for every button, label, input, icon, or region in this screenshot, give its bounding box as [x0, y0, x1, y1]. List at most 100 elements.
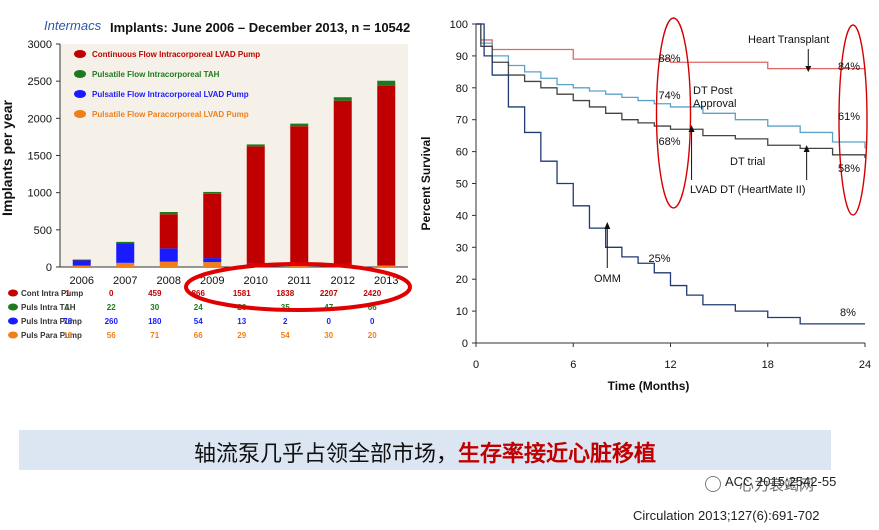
surv-annotation: 84% — [838, 61, 860, 73]
surv-annotation: 88% — [659, 53, 681, 65]
surv-annotation: Approval — [693, 98, 736, 110]
surv-x-tick-label: 0 — [473, 359, 479, 371]
table-cell: 1581 — [233, 289, 251, 298]
surv-x-tick-label: 6 — [570, 359, 576, 371]
bar-segment — [72, 259, 91, 261]
citation-circulation: Circulation 2013;127(6):691-702 — [633, 508, 820, 523]
bar-segment — [159, 214, 178, 249]
surv-y-tick-label: 50 — [456, 179, 468, 191]
table-cell: 66 — [368, 303, 377, 312]
bar-segment — [333, 97, 352, 101]
bar-category-label: 2013 — [374, 275, 398, 287]
table-cell: 29 — [237, 331, 246, 340]
table-cell: 22 — [107, 303, 116, 312]
table-cell: 1 — [66, 289, 71, 298]
bar-y-tick-label: 500 — [34, 225, 52, 237]
surv-annotation: 74% — [659, 90, 681, 102]
bar-segment — [116, 262, 135, 267]
summary-text-black: 轴流泵几乎占领全部市场， — [193, 442, 458, 467]
table-cell: 66 — [194, 331, 203, 340]
bar-y-tick-label: 1500 — [28, 151, 52, 163]
surv-y-tick-label: 20 — [456, 274, 468, 286]
table-cell: 20 — [368, 331, 377, 340]
table-cell: 78 — [63, 317, 72, 326]
bar-y-axis-label: Implants per year — [0, 99, 15, 215]
table-row-label: Puls Intra TAH — [21, 303, 76, 312]
surv-series-line — [476, 23, 866, 158]
legend-label: Pulsatile Flow Intracorporeal LVAD Pump — [92, 90, 249, 99]
table-cell: 30 — [324, 331, 333, 340]
bar-segment — [159, 261, 178, 267]
bar-category-label: 2012 — [331, 275, 355, 287]
implants-bar-chart: Intermacs Implants: June 2006 – December… — [0, 12, 412, 350]
surv-y-tick-label: 70 — [456, 115, 468, 127]
citation-acc: ACC 2015;2542-55 — [725, 474, 837, 489]
bar-segment — [72, 259, 91, 266]
table-cell: 2 — [283, 317, 288, 326]
legend-label: Pulsatile Flow Paracorporeal LVAD Pump — [92, 110, 249, 119]
watermark: 心力衰竭网 — [705, 474, 814, 495]
surv-y-tick-label: 60 — [456, 147, 468, 159]
table-cell: 56 — [107, 331, 116, 340]
bar-segment — [159, 248, 178, 262]
bar-category-label: 2007 — [113, 275, 137, 287]
surv-y-tick-label: 100 — [450, 19, 468, 31]
bar-segment — [333, 100, 352, 265]
surv-highlight-12mo — [655, 17, 692, 209]
bar-segment — [290, 123, 309, 127]
legend-label: Pulsatile Flow Intracorporeal TAH — [92, 70, 220, 79]
bar-y-tick-label: 2500 — [28, 76, 52, 88]
wechat-icon — [705, 476, 721, 492]
table-cell: 0 — [109, 289, 114, 298]
watermark-text: 心力衰竭网 — [739, 476, 815, 494]
bar-segment — [377, 80, 396, 86]
bar-y-tick-label: 3000 — [28, 39, 52, 51]
surv-y-tick-label: 80 — [456, 83, 468, 95]
table-cell: 24 — [194, 303, 203, 312]
surv-x-axis-label: Time (Months) — [608, 379, 690, 393]
legend-label: Continuous Flow Intracorporeal LVAD Pump — [92, 50, 260, 59]
bar-segment — [203, 193, 222, 259]
bar-segment — [159, 211, 178, 215]
table-cell: 2207 — [320, 289, 338, 298]
intermacs-logo: Intermacs — [44, 18, 102, 33]
surv-highlight-24mo — [838, 24, 868, 216]
summary-banner: 轴流泵几乎占领全部市场，生存率接近心脏移植 — [19, 430, 831, 470]
bar-category-label: 2011 — [287, 275, 311, 287]
summary-text: 轴流泵几乎占领全部市场，生存率接近心脏移植 — [19, 436, 831, 468]
surv-x-tick-label: 18 — [762, 359, 774, 371]
bar-segment — [116, 241, 135, 244]
surv-y-tick-label: 40 — [456, 210, 468, 222]
table-cell: 13 — [237, 317, 246, 326]
table-cell: 260 — [105, 317, 119, 326]
survival-line-chart: 0 10 20 30 40 50 60 70 80 90 100 0 6 12 18 24 Time (Mont… — [418, 0, 876, 405]
bar-segment — [377, 85, 396, 266]
bar-category-label: 2006 — [70, 275, 94, 287]
bar-y-tick-label: 1000 — [28, 188, 52, 200]
table-row-swatch — [8, 317, 18, 325]
table-cell: 54 — [194, 317, 203, 326]
table-cell: 30 — [150, 303, 159, 312]
table-row-label: Puls Intra Pump — [21, 317, 82, 326]
surv-y-tick-label: 90 — [456, 51, 468, 63]
bar-chart-title: Implants: June 2006 – December 2013, n =… — [110, 20, 410, 35]
table-cell: 2420 — [363, 289, 381, 298]
surv-annotation: 8% — [840, 307, 856, 319]
surv-y-tick-label: 10 — [456, 306, 468, 318]
table-cell: 0 — [327, 317, 332, 326]
table-cell: 71 — [150, 331, 159, 340]
table-row-swatch — [8, 331, 18, 339]
bar-category-label: 2009 — [200, 275, 224, 287]
highlight-ellipse — [184, 262, 412, 312]
surv-annotation: 25% — [649, 253, 671, 265]
bar-segment — [203, 262, 222, 267]
bar-y-tick-label: 2000 — [28, 113, 52, 125]
surv-annotation: 58% — [838, 163, 860, 175]
surv-annotation: LVAD DT (HeartMate II) — [690, 184, 806, 196]
bar-segment — [203, 191, 222, 194]
legend-swatch — [74, 50, 86, 58]
table-cell: 1838 — [276, 289, 294, 298]
table-cell: 180 — [148, 317, 162, 326]
bar-y-tick-label: 0 — [46, 262, 52, 274]
table-cell: 18 — [63, 331, 72, 340]
